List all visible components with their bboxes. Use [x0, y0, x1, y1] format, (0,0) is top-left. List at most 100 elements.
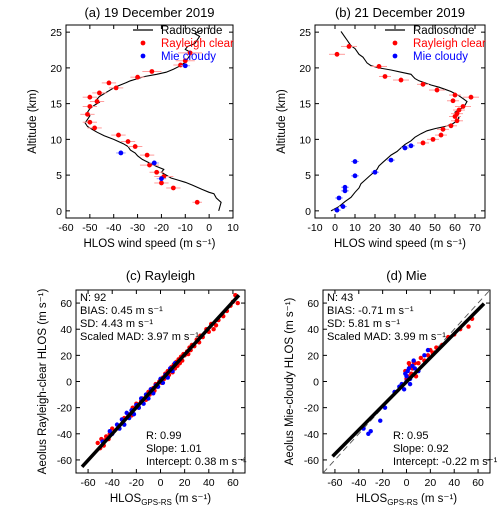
rayleigh-point	[213, 323, 219, 328]
rayleigh-point	[334, 51, 340, 57]
legend-swatch-rayleigh	[140, 40, 146, 46]
y-tick-label: -60	[304, 455, 319, 467]
rayleigh-point	[438, 132, 444, 138]
plot-area	[329, 31, 479, 213]
rayleigh-point	[182, 58, 188, 64]
rayleigh-point	[149, 69, 155, 74]
legend-label-radiosonde: Radiosonde	[161, 25, 222, 37]
rayleigh-point	[418, 355, 424, 361]
panel-c: (c) Rayleigh -60 -40 -20 0 20 40 60 -60 -40 -20 0 20…	[37, 268, 247, 507]
x-tick-label: 60	[472, 477, 484, 489]
y-tick-label: 15	[50, 99, 62, 111]
x-tick-label: 20	[369, 222, 381, 234]
x-tick-label: -50	[82, 222, 97, 234]
rayleigh-point	[87, 119, 93, 125]
y-tick-label: 0	[66, 377, 72, 389]
rayleigh-point	[87, 104, 93, 109]
x-tick-label: 10	[349, 222, 361, 234]
stat-line: BIAS: 0.45 m s⁻¹	[80, 305, 163, 317]
mie-point	[407, 381, 413, 387]
y-axis-label: Aeolus Mie-cloudy HLOS (m s⁻¹)	[284, 297, 296, 465]
x-tick-label: 60	[227, 477, 239, 489]
rayleigh-point	[113, 85, 119, 91]
rayleigh-point	[125, 139, 131, 144]
legend-label-mie: Mie cloudy	[413, 51, 468, 63]
legend-label-mie: Mie cloudy	[161, 51, 216, 63]
x-tick-label: 0	[332, 222, 338, 234]
rayleigh-point	[440, 126, 446, 132]
rayleigh-point	[420, 140, 426, 146]
x-tick-label: 0	[404, 477, 410, 489]
chart-title: (a) 19 December 2019	[84, 5, 214, 20]
legend-swatch-mie	[140, 53, 146, 59]
mie-point	[336, 195, 342, 201]
stat-line: N: 43	[327, 292, 353, 304]
y-tick-label: 40	[307, 324, 319, 336]
x-tick-label: -40	[106, 222, 121, 234]
rayleigh-point	[235, 300, 240, 306]
rayleigh-point	[94, 99, 100, 104]
rayleigh-point	[187, 50, 193, 56]
x-tick-label: -30	[130, 222, 145, 234]
y-tick-label: 25	[299, 27, 311, 39]
mie-point	[404, 374, 409, 379]
rayleigh-point	[106, 80, 112, 86]
x-tick-label: -60	[58, 222, 73, 234]
rayleigh-point	[194, 199, 200, 205]
legend-label-radiosonde: Radiosonde	[413, 25, 474, 37]
x-tick-label: -10	[178, 222, 193, 234]
x-tick-label: -20	[129, 477, 144, 489]
x-tick-label: -20	[154, 222, 169, 234]
y-axis-label: Altitude (km)	[27, 89, 39, 154]
y-tick-label: 5	[305, 170, 311, 182]
y-tick-label: 20	[307, 350, 319, 362]
x-tick-label: -20	[375, 477, 390, 489]
chart-title: (c) Rayleigh	[126, 268, 195, 283]
stat-line: Intercept: -0.22 m s⁻¹	[393, 456, 498, 468]
rayleigh-point	[425, 353, 431, 358]
rayleigh-point	[460, 104, 466, 109]
mie-point	[402, 145, 408, 151]
y-axis-label: Altitude (km)	[276, 89, 288, 154]
y-tick-label: 10	[50, 134, 62, 146]
rayleigh-point	[97, 90, 102, 96]
x-axis-label: HLOS wind speed (m s⁻¹)	[84, 238, 216, 250]
y-tick-label: -20	[57, 403, 72, 415]
mie-point	[406, 366, 412, 371]
y-tick-label: 20	[60, 350, 72, 362]
x-tick-label: 50	[429, 222, 441, 234]
stat-line: Slope: 0.92	[393, 443, 449, 455]
rayleigh-point	[468, 94, 474, 100]
mie-point	[151, 160, 157, 166]
mie-point	[388, 157, 394, 163]
rayleigh-point	[434, 87, 440, 93]
mie-point	[408, 143, 414, 149]
stat-line: SD: 5.81 m s⁻¹	[327, 318, 400, 330]
rayleigh-point	[92, 125, 98, 131]
y-tick-label: 60	[307, 298, 319, 310]
panel-a: (a) 19 December 2019 -60 -50 -40 -30 -20 -10 0 1…	[27, 5, 239, 250]
rayleigh-point	[420, 81, 426, 87]
rayleigh-point	[346, 44, 352, 49]
y-tick-label: 15	[299, 99, 311, 111]
x-tick-label: 10	[227, 222, 239, 234]
rayleigh-point	[178, 62, 183, 68]
stat-line: SD: 4.43 m s⁻¹	[80, 318, 153, 330]
chart-title: (d) Mie	[386, 268, 426, 283]
x-tick-label: -40	[351, 477, 366, 489]
rayleigh-point	[132, 144, 138, 149]
x-tick-label: 0	[206, 222, 212, 234]
x-tick-label: 0	[158, 477, 164, 489]
y-tick-label: 0	[56, 206, 62, 218]
regression-line	[80, 294, 241, 468]
y-axis-label: Aeolus Rayleigh-clear HLOS (m s⁻¹)	[37, 289, 49, 475]
legend-swatch-rayleigh	[392, 40, 398, 46]
plot-area	[323, 290, 490, 473]
rayleigh-point	[416, 361, 421, 366]
